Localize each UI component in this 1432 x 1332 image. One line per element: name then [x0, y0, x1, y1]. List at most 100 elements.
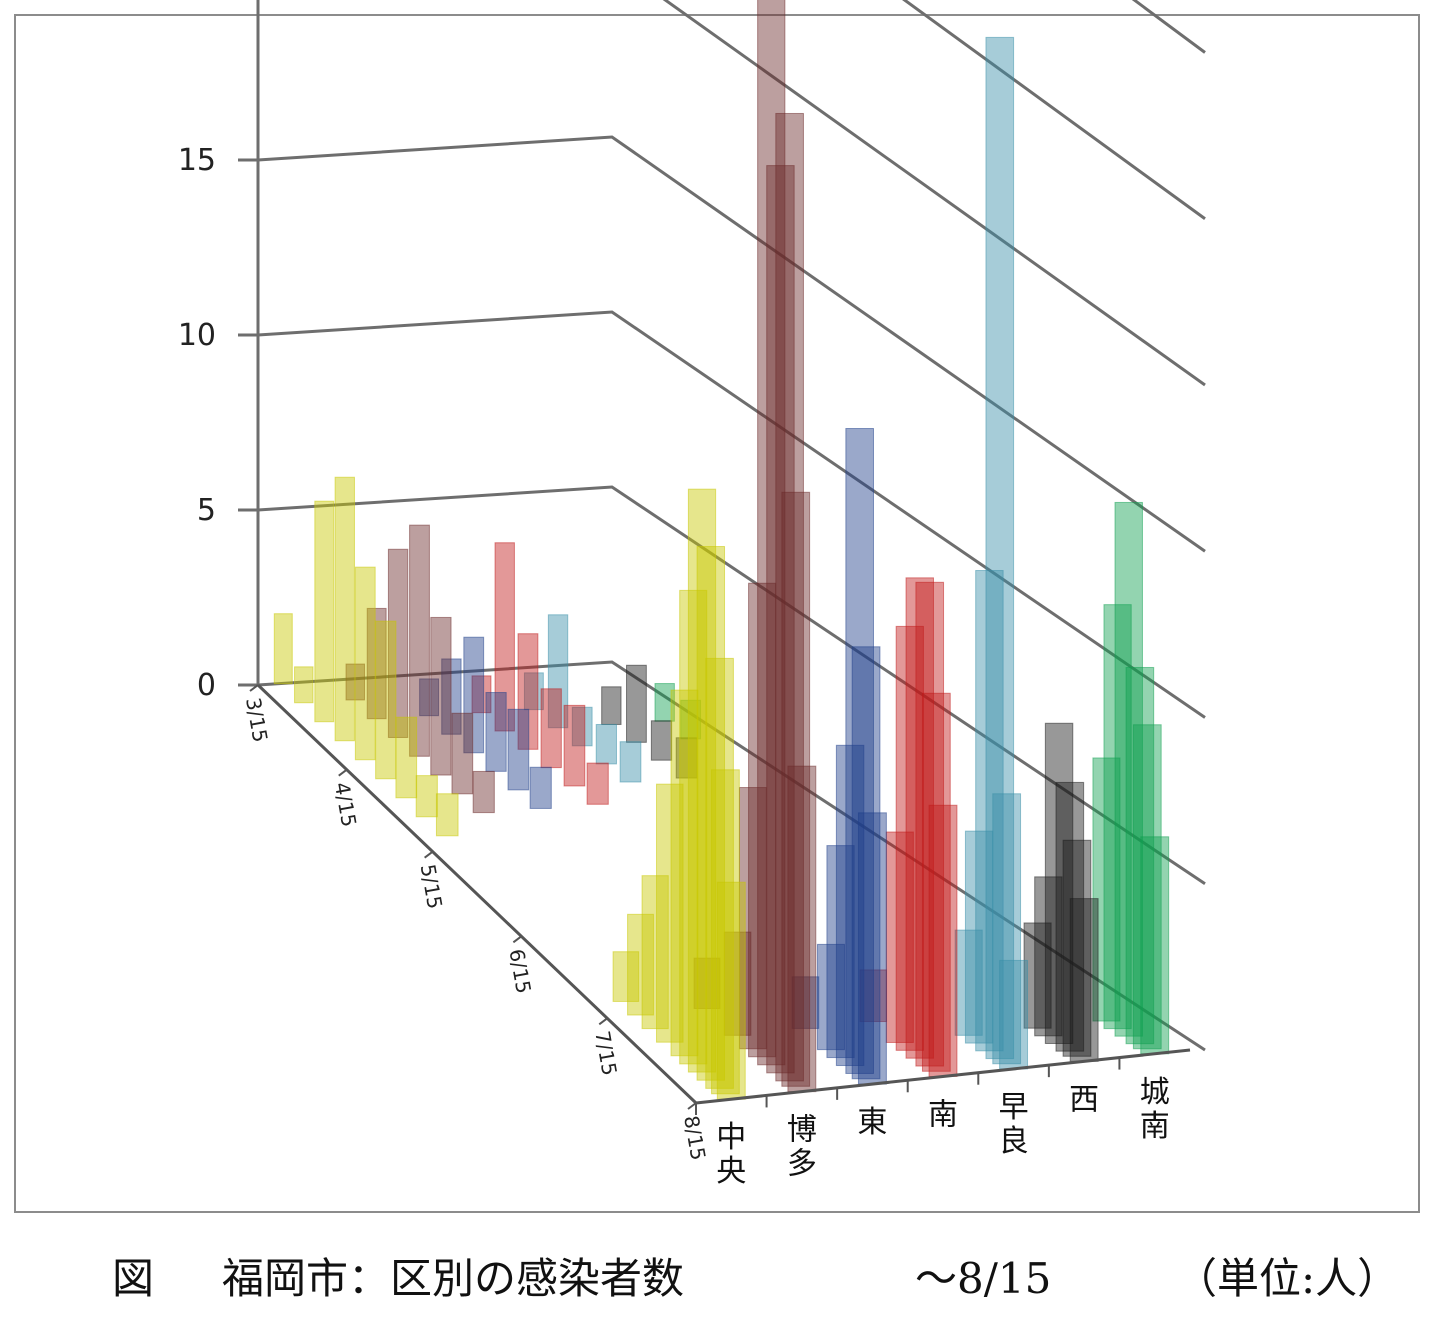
bar	[999, 959, 1029, 1070]
bar	[485, 692, 507, 772]
bar	[1069, 898, 1099, 1062]
bar	[775, 112, 804, 1082]
x-tick-mark	[424, 850, 434, 859]
bar	[375, 620, 397, 780]
bar	[571, 706, 593, 747]
bar	[835, 744, 865, 1067]
bars	[273, 0, 1170, 1100]
bar	[954, 929, 983, 1036]
z-tick-label: 城	[1140, 1075, 1170, 1110]
bar	[921, 692, 951, 1072]
bar	[430, 616, 452, 776]
bar	[409, 524, 430, 757]
bar	[670, 689, 699, 1057]
bar	[650, 720, 673, 761]
z-tick-label: 良	[999, 1124, 1029, 1159]
bar	[748, 582, 777, 1058]
z-tick-label: 南	[1140, 1109, 1170, 1144]
chart-3d-columns: 0510152025303/154/155/156/157/158/15中央博多…	[178, 0, 1206, 1189]
caption-unit: （単位:人）	[1175, 1253, 1400, 1303]
z-tick-label: 早	[999, 1090, 1029, 1125]
bar	[529, 766, 552, 809]
x-tick-label: 5/15	[416, 862, 447, 910]
bar	[895, 625, 924, 1051]
bar	[915, 581, 945, 1067]
x-tick-label: 7/15	[590, 1029, 621, 1077]
bar	[816, 943, 845, 1051]
bar	[586, 762, 609, 805]
bar	[1034, 876, 1063, 1037]
bar	[787, 765, 817, 1093]
gridline	[662, 0, 1206, 387]
x-tick-label: 8/15	[679, 1114, 710, 1162]
bar	[1103, 604, 1132, 1030]
bar	[451, 712, 474, 795]
x-tick-label: 4/15	[330, 780, 361, 828]
bar	[415, 775, 438, 818]
bar	[766, 165, 795, 1074]
bar	[1044, 722, 1074, 1044]
x-tick-label: 6/15	[504, 947, 535, 995]
x-tick-mark	[687, 1102, 697, 1110]
bar	[612, 951, 640, 1002]
bar	[517, 633, 539, 750]
bar	[656, 783, 684, 1043]
bar	[626, 664, 647, 743]
x-tick-label: 3/15	[241, 696, 272, 744]
bar	[463, 636, 485, 754]
bar	[1114, 501, 1143, 1037]
y-tick-label: 20	[178, 0, 216, 3]
bar	[314, 500, 335, 723]
bar	[696, 546, 726, 1081]
bar	[791, 976, 820, 1029]
caption-prefix: 図	[112, 1253, 155, 1303]
bar	[964, 830, 994, 1044]
bar	[1023, 922, 1052, 1029]
bar	[435, 793, 459, 837]
bar	[334, 476, 355, 742]
y-tick-label: 5	[197, 493, 216, 528]
z-axis-line	[695, 1048, 1191, 1105]
z-tick-label: 東	[857, 1105, 887, 1140]
bar	[273, 613, 293, 685]
bar	[523, 672, 544, 711]
bar	[738, 787, 767, 1050]
bar	[507, 708, 530, 791]
bar	[354, 566, 376, 761]
x-tick-mark	[249, 684, 259, 692]
bar	[395, 716, 418, 799]
bar	[680, 699, 702, 740]
bar	[975, 570, 1004, 1052]
gridline	[238, 485, 1206, 885]
bar	[1125, 666, 1155, 1045]
y-tick-label: 15	[178, 143, 216, 178]
figure-caption: 図 福岡市：区別の感染者数 ～8/15 （単位:人）	[0, 1240, 1432, 1310]
bar	[1062, 839, 1092, 1057]
bar	[992, 793, 1022, 1065]
bar	[723, 931, 752, 1036]
gridlines	[238, 0, 1206, 1052]
gridline	[902, 0, 1206, 220]
x-tick-mark	[512, 935, 522, 944]
bar	[985, 36, 1015, 1060]
bar	[928, 804, 958, 1077]
bar	[595, 723, 617, 765]
bar	[1132, 724, 1162, 1050]
bar	[857, 812, 887, 1085]
bar	[679, 589, 708, 1065]
x-tick-mark	[598, 1017, 608, 1026]
z-tick-label: 博	[787, 1113, 817, 1148]
y-tick-label: 10	[178, 318, 216, 353]
bar	[494, 542, 515, 732]
z-tick-label: 南	[928, 1098, 958, 1133]
bar	[627, 913, 654, 1016]
bar	[711, 769, 740, 1095]
axes	[249, 0, 1191, 1115]
caption-range: ～8/15	[915, 1253, 1052, 1303]
bar	[387, 548, 409, 738]
bar	[366, 607, 387, 720]
x-axis-line	[256, 683, 698, 1105]
gridline	[238, 660, 1206, 1052]
bar	[1140, 836, 1170, 1055]
bar	[705, 657, 734, 1089]
